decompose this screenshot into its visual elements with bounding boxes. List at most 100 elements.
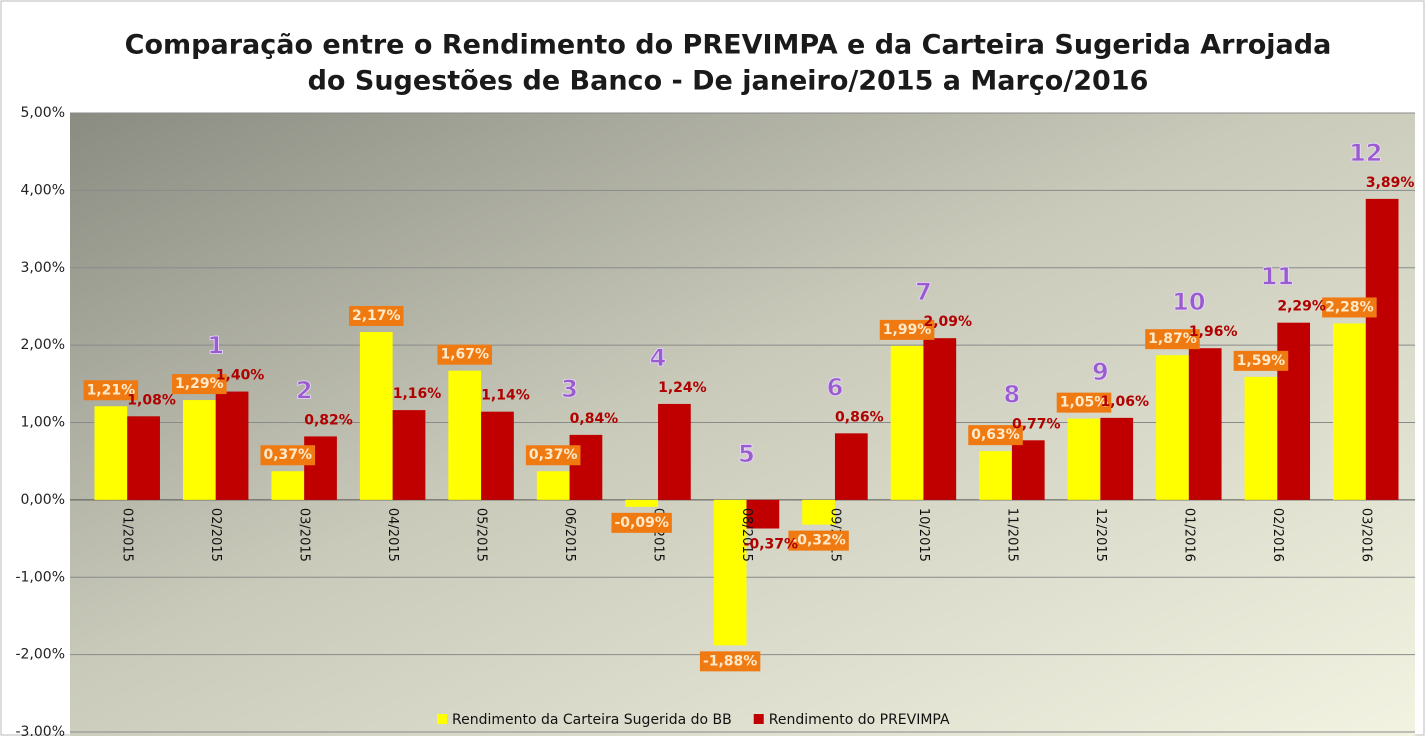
y-tick-label: -2,00% [15, 647, 65, 663]
x-tick-label: 06/2015 [562, 508, 577, 562]
annotation: 10 [1172, 288, 1205, 316]
value-label-box [437, 344, 493, 365]
bar [536, 471, 570, 500]
y-tick-label: 2,00% [21, 337, 65, 353]
chart-title: Comparação entre o Rendimento do PREVIMP… [125, 30, 1332, 61]
bar [1277, 322, 1311, 500]
value-label: 1,06% [1100, 394, 1149, 410]
value-label: 0,86% [835, 409, 884, 425]
annotation: 7 [915, 278, 932, 306]
value-label: 2,09% [924, 314, 973, 330]
x-tick-label: 02/2015 [208, 508, 223, 562]
x-tick-label: 05/2015 [474, 508, 489, 562]
x-tick-label: 04/2015 [385, 508, 400, 562]
y-tick-label: 0,00% [21, 492, 65, 508]
bar [569, 434, 603, 500]
bar [94, 406, 128, 500]
bar [890, 345, 924, 500]
annotation: 2 [296, 376, 313, 404]
y-tick-label: 3,00% [21, 260, 65, 276]
value-label: 1,87% [1148, 331, 1197, 347]
value-label-box [525, 445, 581, 466]
value-label-box [172, 374, 227, 395]
legend-label: Rendimento da Carteira Sugerida do BB [452, 712, 732, 728]
value-label-box [788, 530, 849, 551]
value-label: 1,59% [1237, 353, 1286, 369]
bar [481, 411, 514, 500]
annotation: 11 [1261, 263, 1294, 291]
value-label-box [83, 380, 139, 401]
value-label: 1,16% [393, 386, 442, 402]
value-label: 2,28% [1325, 299, 1374, 315]
bar [1100, 417, 1134, 500]
value-label: 0,82% [304, 412, 353, 428]
bar [1365, 198, 1399, 500]
x-tick-label: 03/2015 [297, 508, 312, 562]
value-label: 1,29% [175, 376, 224, 392]
value-label: 1,67% [440, 347, 489, 363]
value-label: 1,21% [87, 382, 136, 398]
bar [1156, 355, 1189, 500]
value-label: -1,88% [703, 653, 757, 669]
bar [448, 370, 482, 500]
value-label: 1,40% [216, 368, 265, 384]
value-label: 0,77% [1012, 416, 1061, 432]
value-label: 0,37% [529, 447, 578, 463]
bar [127, 416, 160, 500]
value-label: 2,29% [1277, 299, 1326, 315]
value-label-box [879, 319, 935, 340]
value-label: 0,84% [570, 411, 619, 427]
y-tick-label: 4,00% [21, 182, 65, 198]
annotation: 8 [1004, 380, 1021, 408]
value-label-box [1145, 329, 1200, 350]
x-tick-label: 01/2015 [120, 508, 135, 562]
value-label: 3,89% [1366, 175, 1415, 191]
value-label-box [1233, 350, 1289, 371]
bar [359, 331, 393, 500]
value-label: 2,17% [352, 308, 401, 324]
x-tick-label: 08/2015 [739, 508, 754, 562]
value-label-box [1322, 297, 1377, 318]
value-label: 0,37% [264, 447, 313, 463]
bar [746, 499, 780, 529]
value-label-box [260, 445, 316, 466]
value-label: 0,63% [971, 427, 1020, 443]
bar [215, 391, 249, 500]
value-label-box [1056, 392, 1112, 413]
bar [271, 471, 305, 500]
value-label: 1,05% [1060, 395, 1109, 411]
value-label: 1,24% [658, 380, 707, 396]
bar [392, 410, 426, 500]
value-label-box [699, 651, 761, 672]
value-label-box [968, 425, 1023, 446]
value-label: -0,09% [614, 515, 668, 531]
value-label: -0,37% [744, 537, 798, 553]
value-label-box [348, 305, 404, 326]
x-tick-label: 03/2016 [1358, 508, 1373, 562]
legend-swatch [753, 714, 764, 724]
x-tick-label: 02/2016 [1270, 508, 1285, 562]
annotation: 1 [207, 332, 224, 360]
x-tick-label: 11/2015 [1004, 508, 1019, 562]
bar [1188, 348, 1222, 500]
bar [182, 400, 216, 500]
value-label: 1,96% [1189, 324, 1238, 340]
bar [713, 499, 747, 646]
x-tick-label: 10/2015 [916, 508, 931, 562]
bar [658, 403, 691, 500]
bar [802, 499, 835, 525]
value-label: 1,08% [127, 392, 176, 408]
y-tick-label: -3,00% [15, 724, 65, 736]
bar [1011, 440, 1045, 500]
value-label: -0,32% [791, 533, 845, 549]
bar [1067, 418, 1101, 500]
annotation: 3 [561, 375, 578, 403]
bar [923, 338, 957, 500]
legend-label: Rendimento do PREVIMPA [769, 712, 950, 728]
annotation: 12 [1349, 139, 1382, 167]
value-label: 1,14% [481, 388, 530, 404]
x-tick-label: 01/2016 [1181, 508, 1196, 562]
bar [1244, 376, 1278, 500]
